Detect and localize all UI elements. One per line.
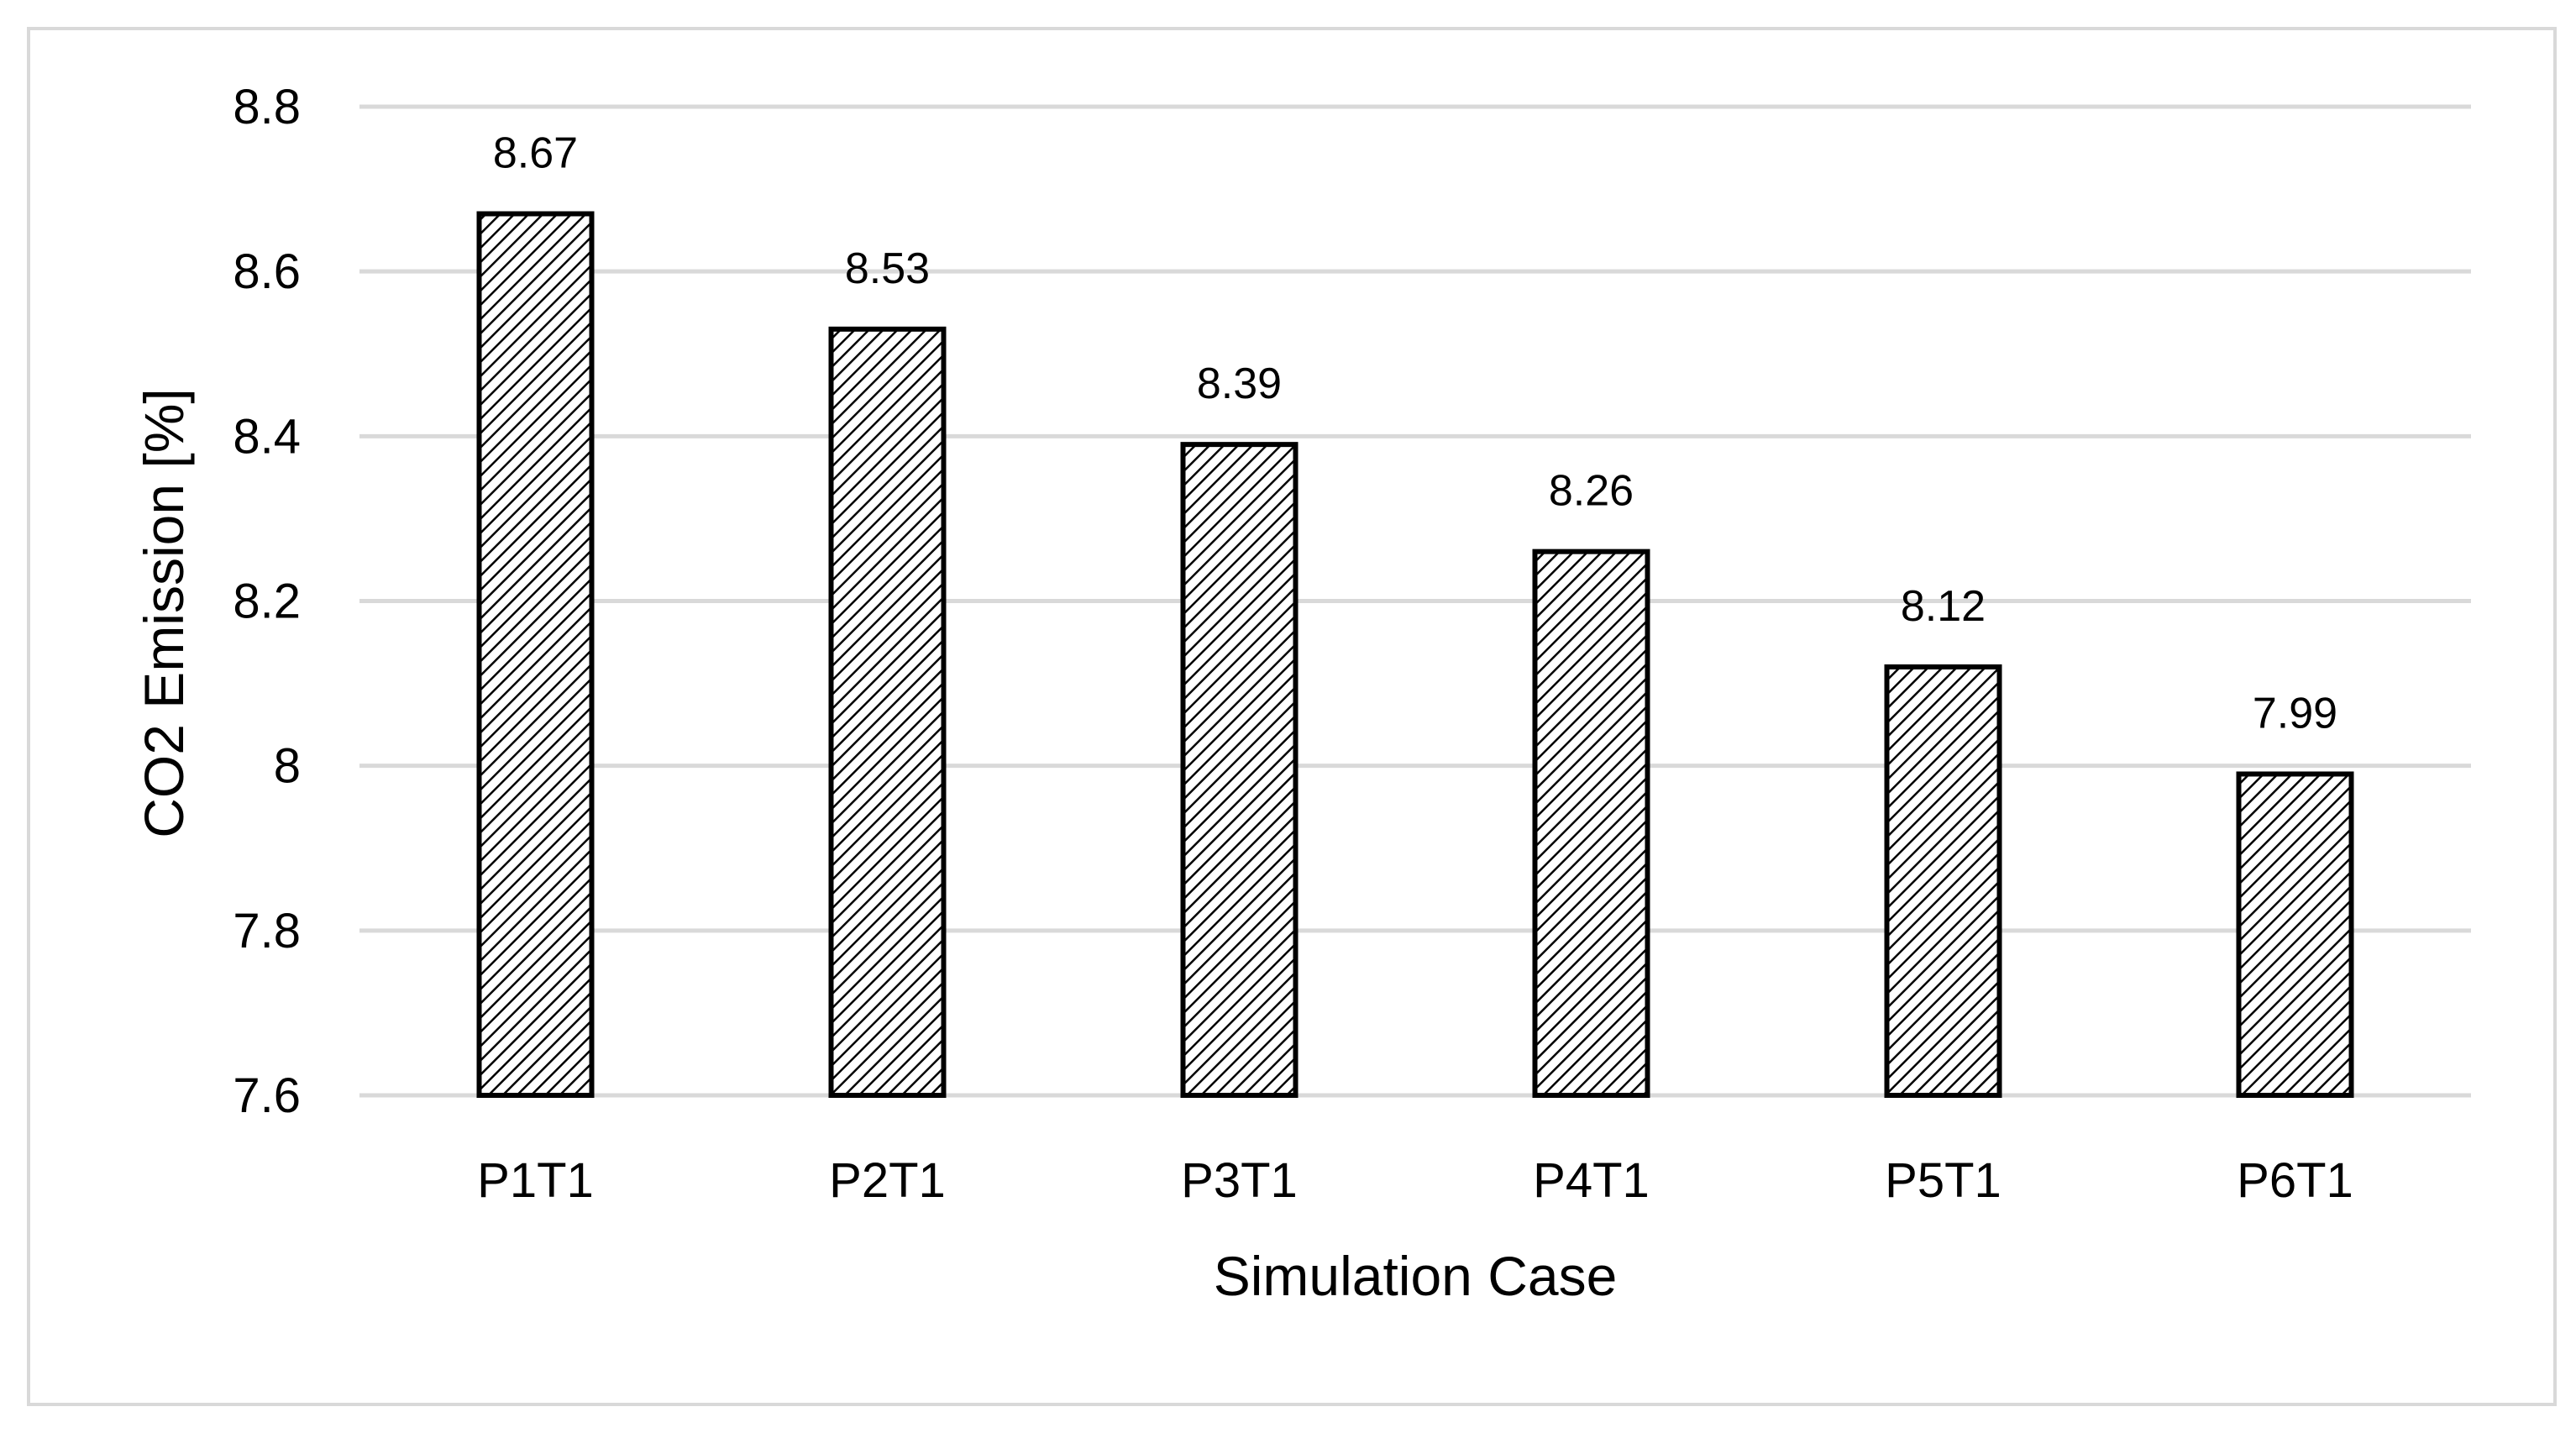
x-tick-label: P6T1 xyxy=(2237,1153,2353,1208)
x-tick-label: P4T1 xyxy=(1533,1153,1650,1208)
y-tick-label: 7.8 xyxy=(233,904,301,958)
x-tick-label: P3T1 xyxy=(1181,1153,1298,1208)
x-axis-ticks: P1T1 P2T1 P3T1 P4T1 P5T1 P6T1 xyxy=(477,1153,2353,1208)
bar-p3t1 xyxy=(1180,442,1298,1098)
data-label-p3t1: 8.39 xyxy=(1197,360,1282,408)
y-tick-label: 7.6 xyxy=(233,1068,301,1123)
data-label-p2t1: 8.53 xyxy=(845,244,930,293)
data-label-p6t1: 7.99 xyxy=(2253,689,2337,737)
gridlines xyxy=(359,104,2471,1098)
data-label-p5t1: 8.12 xyxy=(1901,582,1986,631)
x-axis-title: Simulation Case xyxy=(1214,1245,1618,1307)
y-tick-label: 8.4 xyxy=(233,409,301,464)
y-tick-label: 8.8 xyxy=(233,80,301,134)
y-tick-label: 8.6 xyxy=(233,244,301,299)
y-tick-label: 8.2 xyxy=(233,575,301,629)
bar-p5t1 xyxy=(1884,664,2002,1098)
data-label-p1t1: 8.67 xyxy=(493,129,578,178)
data-label-p4t1: 8.26 xyxy=(1549,467,1634,516)
bar-p6t1 xyxy=(2236,771,2354,1098)
data-labels: 8.67 8.53 8.39 8.26 8.12 7.99 xyxy=(493,129,2337,738)
x-tick-label: P5T1 xyxy=(1885,1153,2002,1208)
bar-p2t1 xyxy=(828,326,947,1098)
bar-p4t1 xyxy=(1532,549,1650,1098)
y-axis-ticks: 7.6 7.8 8 8.2 8.4 8.6 8.8 xyxy=(233,80,301,1123)
y-tick-label: 8 xyxy=(274,739,301,794)
x-tick-label: P1T1 xyxy=(477,1153,594,1208)
bar-p1t1 xyxy=(476,211,595,1099)
y-axis-title: CO2 Emission [%] xyxy=(133,388,195,837)
bars xyxy=(476,211,2354,1099)
x-tick-label: P2T1 xyxy=(829,1153,946,1208)
